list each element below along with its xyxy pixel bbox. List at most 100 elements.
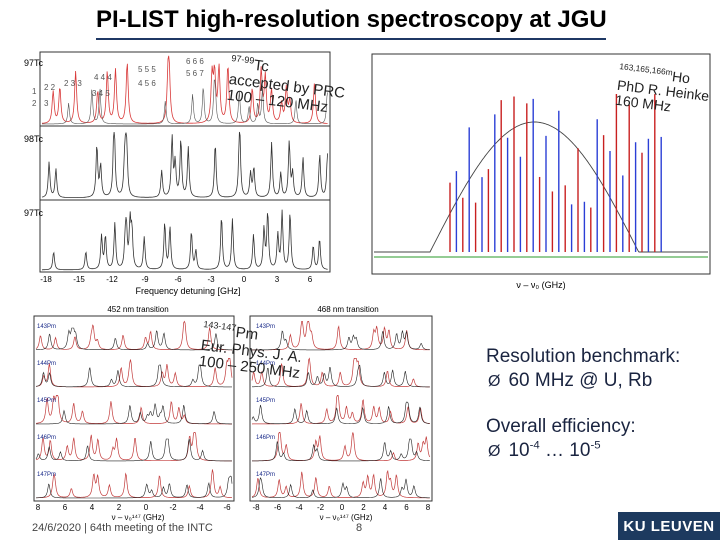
- tc-tick-label: -9: [141, 275, 149, 284]
- tc-level-label: 3: [44, 99, 49, 108]
- spectrum-line: [251, 477, 430, 499]
- pm-x-ticks: 8 6 4 2 0 -2 -4 -6 -8 -6 -4 -2 0 2 4 6 8: [36, 503, 431, 512]
- spectrum-line: [41, 131, 328, 198]
- spectrum-line: [36, 327, 233, 351]
- spectrum-line: [374, 121, 708, 253]
- ho-spectrum-traces: [374, 93, 708, 258]
- pm-left-tick-label: 2: [117, 503, 122, 512]
- pm-spectrum-figure: 452 nm transition 468 nm transition 143P…: [28, 302, 438, 522]
- spectrum-line: [252, 364, 430, 388]
- tc-top-spectrum: [41, 55, 328, 125]
- benchmark-item-text: 60 MHz @ U, Rb: [508, 369, 653, 391]
- tc-level-label: 5 6 7: [186, 69, 204, 78]
- benchmark-block: Resolution benchmark: Ø 60 MHz @ U, Rb Ov…: [486, 345, 680, 462]
- pm-label-right: 146Pm: [256, 435, 275, 441]
- title-underline: [96, 38, 606, 40]
- pm-label-left: 143Pm: [37, 324, 56, 330]
- tc-x-label: Frequency detuning [GHz]: [135, 286, 240, 296]
- tc-label-mid: 98Tc: [24, 134, 44, 144]
- spectrum-line: [252, 438, 430, 462]
- pm-left-tick-label: 0: [144, 503, 149, 512]
- spectrum-line: [251, 469, 430, 499]
- pm-right-tick-label: 0: [340, 503, 345, 512]
- tc-level-label: 3 4 5: [92, 89, 110, 98]
- benchmark-item: Ø 60 MHz @ U, Rb: [486, 369, 680, 393]
- slide-title: PI-LIST high-resolution spectroscopy at …: [96, 6, 607, 33]
- ho-x-label: ν – ν₀ (GHz): [516, 280, 565, 290]
- tc-tick-label: -15: [73, 275, 85, 284]
- pm-label-left: 147Pm: [37, 472, 56, 478]
- efficiency-item: Ø 10-4 … 10-5: [486, 438, 680, 462]
- pm-right-frame: [249, 315, 433, 502]
- bullet-arrow-icon: Ø: [488, 372, 501, 390]
- pm-label-right: 145Pm: [256, 398, 275, 404]
- tc-note-element: Tc: [252, 56, 270, 76]
- ku-leuven-logo: KU LEUVEN: [618, 512, 720, 540]
- tc-tick-label: -6: [174, 275, 182, 284]
- spectrum-line: [252, 321, 430, 351]
- benchmark-heading: Resolution benchmark:: [486, 346, 681, 367]
- pm-label-left: 144Pm: [37, 361, 56, 367]
- pm-label-left: 145Pm: [37, 398, 56, 404]
- tc-plot-frame: [39, 51, 331, 273]
- efficiency-heading: Overall efficiency:: [486, 415, 636, 437]
- pm-left-tick-label: -2: [169, 503, 177, 512]
- pm-right-tick-label: 2: [361, 503, 366, 512]
- tc-level-label: 6 6 6: [186, 57, 204, 66]
- tc-label-bottom: 97Tc: [24, 208, 44, 218]
- spectrum-line: [35, 364, 232, 388]
- tc-note-isotopes: 97-99: [230, 53, 255, 66]
- spectrum-line: [36, 475, 233, 499]
- tc-spectrum-svg: 97Tc 98Tc 97Tc 1 2 2 2 3 2 3 3 4 4 4 3 4…: [24, 51, 331, 296]
- pm-left-traces: [35, 320, 233, 499]
- pm-right-tick-label: 8: [426, 503, 431, 512]
- efficiency-value: 10-4 … 10-5: [508, 439, 601, 461]
- pm-right-tick-label: -2: [317, 503, 325, 512]
- tc-level-labels: 1 2 2 2 3 2 3 3 4 4 4 3 4 5 5 5 5 4 5 6 …: [32, 57, 204, 108]
- pm-label-left: 146Pm: [37, 435, 56, 441]
- pm-label-right: 144Pm: [256, 361, 275, 367]
- pm-right-traces: [251, 321, 431, 499]
- ho-spectrum-figure: ν – ν₀ (GHz): [370, 52, 712, 292]
- tc-level-label: 5 5 5: [138, 65, 156, 74]
- pm-right-tick-label: -6: [274, 503, 282, 512]
- pm-right-tick-label: -4: [295, 503, 303, 512]
- footer-text: 24/6/2020 | 64th meeting of the INTC: [32, 522, 213, 534]
- tc-tick-label: 0: [242, 275, 247, 284]
- tc-level-label: 1: [32, 87, 37, 96]
- tc-level-label: 4 4 4: [94, 73, 112, 82]
- spectrum-line: [251, 401, 430, 424]
- ho-spectrum-svg: ν – ν₀ (GHz): [371, 53, 711, 290]
- pm-left-tick-label: -6: [223, 503, 231, 512]
- pm-spectrum-svg: 452 nm transition 468 nm transition 143P…: [33, 305, 433, 522]
- pm-left-tick-label: 4: [90, 503, 95, 512]
- tc-tick-label: -3: [207, 275, 215, 284]
- tc-x-ticks: -18 -15 -12 -9 -6 -3 0 3 6: [40, 275, 313, 284]
- pm-right-x-label: ν – ν₀¹⁴⁷ (GHz): [320, 513, 373, 522]
- tc-tick-label: -12: [106, 275, 118, 284]
- pm-left-tick-label: -4: [196, 503, 204, 512]
- tc-tick-label: -18: [40, 275, 52, 284]
- pm-right-tick-label: -8: [252, 503, 260, 512]
- pm-isotope-labels: 143Pm 144Pm 145Pm 146Pm 147Pm 143Pm 144P…: [37, 324, 275, 478]
- spectrum-line: [35, 432, 232, 462]
- tc-bottom-spectrum: [42, 209, 328, 271]
- page-number: 8: [356, 522, 363, 534]
- pm-left-frame: [33, 315, 235, 502]
- bullet-arrow-icon: Ø: [488, 442, 501, 460]
- tc-tick-label: 3: [275, 275, 280, 284]
- spectrum-line: [251, 357, 430, 388]
- tc-mid-spectrum: [41, 131, 328, 198]
- pm-right-tick-label: 4: [383, 503, 388, 512]
- tc-level-label: 4 5 6: [138, 79, 156, 88]
- pm-right-tick-label: 6: [404, 503, 409, 512]
- pm-left-header: 452 nm transition: [107, 305, 168, 314]
- tc-level-label: 2: [32, 99, 37, 108]
- tc-level-label: 2 3 3: [64, 79, 82, 88]
- spectrum-line: [252, 330, 430, 351]
- tc-level-label: 2 2: [44, 83, 56, 92]
- spectrum-line: [35, 320, 232, 351]
- spectrum-line: [42, 79, 328, 125]
- tc-spectrum-figure: 97Tc 98Tc 97Tc 1 2 2 2 3 2 3 3 4 4 4 3 4…: [18, 50, 338, 298]
- pm-left-x-label: ν – ν₀¹⁴⁷ (GHz): [112, 513, 165, 522]
